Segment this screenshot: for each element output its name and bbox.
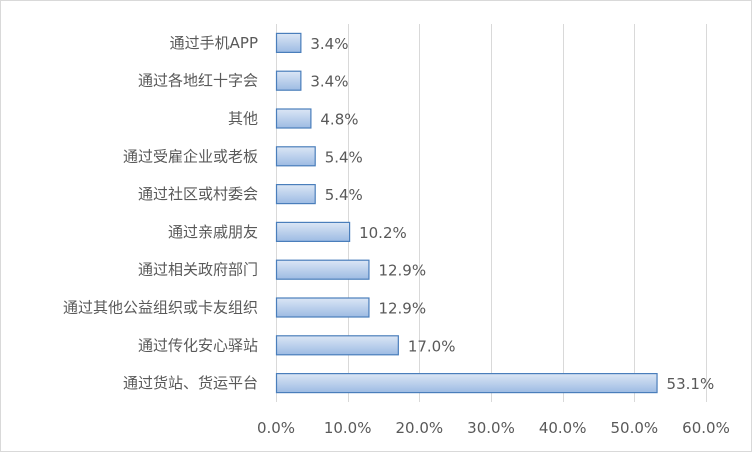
x-tick-label: 0.0% <box>257 419 295 437</box>
x-tick-label: 50.0% <box>611 419 659 437</box>
category-label: 通过各地红十字会 <box>138 72 258 90</box>
data-label: 4.8% <box>320 111 358 129</box>
data-label: 12.9% <box>378 300 426 318</box>
data-label: 53.1% <box>667 375 715 393</box>
category-label: 通过亲戚朋友 <box>168 223 258 241</box>
category-label: 通过货站、货运平台 <box>123 374 258 392</box>
category-label: 通过其他公益组织或卡友组织 <box>63 299 258 317</box>
bar <box>275 32 302 54</box>
category-label: 通过手机APP <box>170 34 258 52</box>
labels: 0.0% 10.0% 20.0% 30.0% 40.0% 50.0% 60.0% 通过手机AP… <box>63 34 730 437</box>
bar <box>275 259 370 280</box>
x-tick-label: 40.0% <box>539 419 587 437</box>
data-label: 12.9% <box>378 262 426 280</box>
data-label: 10.2% <box>359 224 407 242</box>
category-label: 其他 <box>228 110 258 128</box>
category-label: 通过传化安心驿站 <box>138 336 258 354</box>
x-tick-label: 60.0% <box>682 419 730 437</box>
bars <box>275 32 658 394</box>
data-label: 5.4% <box>325 186 363 204</box>
data-label: 3.4% <box>310 73 348 91</box>
x-tick-label: 10.0% <box>324 419 372 437</box>
bar <box>275 146 316 167</box>
data-label: 17.0% <box>408 337 456 355</box>
bar <box>275 70 302 91</box>
data-label: 3.4% <box>310 35 348 53</box>
bar <box>275 108 312 129</box>
category-label: 通过相关政府部门 <box>138 261 258 279</box>
bar <box>275 184 316 205</box>
bar <box>275 373 658 394</box>
x-tick-label: 30.0% <box>467 419 515 437</box>
data-label: 5.4% <box>325 148 363 166</box>
bar <box>275 221 351 242</box>
x-tick-label: 20.0% <box>396 419 444 437</box>
bar <box>275 297 370 318</box>
category-label: 通过社区或村委会 <box>138 185 258 203</box>
category-label: 通过受雇企业或老板 <box>123 147 258 165</box>
bar <box>275 335 399 356</box>
